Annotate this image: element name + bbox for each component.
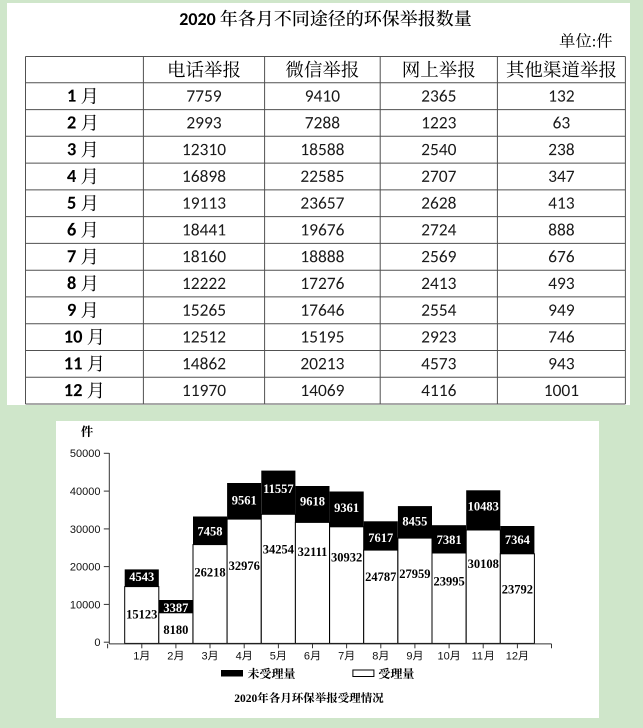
- svg-text:30932: 30932: [331, 550, 362, 564]
- svg-text:7458: 7458: [198, 525, 223, 539]
- svg-text:2: 2: [167, 651, 173, 663]
- svg-text:9618: 9618: [300, 495, 325, 509]
- svg-text:11: 11: [472, 651, 483, 663]
- svg-text:23995: 23995: [433, 575, 464, 589]
- svg-text:3387: 3387: [163, 601, 188, 615]
- svg-text:23792: 23792: [502, 583, 533, 597]
- svg-text:26218: 26218: [194, 566, 225, 580]
- svg-text:7381: 7381: [437, 533, 462, 547]
- svg-text:50000: 50000: [70, 448, 101, 460]
- svg-text:7617: 7617: [368, 531, 393, 545]
- svg-text:0: 0: [94, 637, 100, 649]
- svg-text:11557: 11557: [263, 482, 294, 496]
- svg-text:2020: 2020: [234, 693, 257, 705]
- svg-text:4: 4: [236, 651, 242, 663]
- svg-text::: :: [592, 32, 597, 51]
- svg-text:7364: 7364: [505, 533, 531, 547]
- svg-text:32111: 32111: [298, 545, 328, 559]
- svg-text:40000: 40000: [70, 486, 101, 498]
- svg-text:9561: 9561: [232, 493, 257, 507]
- svg-text:8180: 8180: [163, 623, 188, 637]
- svg-text:34254: 34254: [263, 543, 295, 557]
- svg-text:10483: 10483: [468, 499, 499, 513]
- svg-text:30000: 30000: [70, 524, 101, 536]
- svg-text:24787: 24787: [365, 570, 396, 584]
- svg-text:15123: 15123: [126, 607, 157, 621]
- svg-text:6: 6: [304, 651, 310, 663]
- svg-text:9361: 9361: [334, 501, 359, 515]
- svg-text:7: 7: [338, 651, 344, 663]
- svg-text:12: 12: [506, 651, 518, 663]
- svg-text:8: 8: [372, 651, 378, 663]
- svg-text:9: 9: [406, 651, 412, 663]
- svg-text:27959: 27959: [399, 567, 430, 581]
- svg-text:10: 10: [438, 651, 450, 663]
- svg-text:32976: 32976: [229, 559, 260, 573]
- svg-text:1: 1: [133, 651, 139, 663]
- svg-text:5: 5: [270, 651, 276, 663]
- svg-text:30108: 30108: [468, 557, 499, 571]
- svg-text:4543: 4543: [129, 570, 154, 584]
- svg-text:8455: 8455: [402, 515, 427, 529]
- svg-text:3: 3: [202, 651, 208, 663]
- svg-text:10000: 10000: [70, 599, 101, 611]
- svg-text:20000: 20000: [70, 562, 101, 574]
